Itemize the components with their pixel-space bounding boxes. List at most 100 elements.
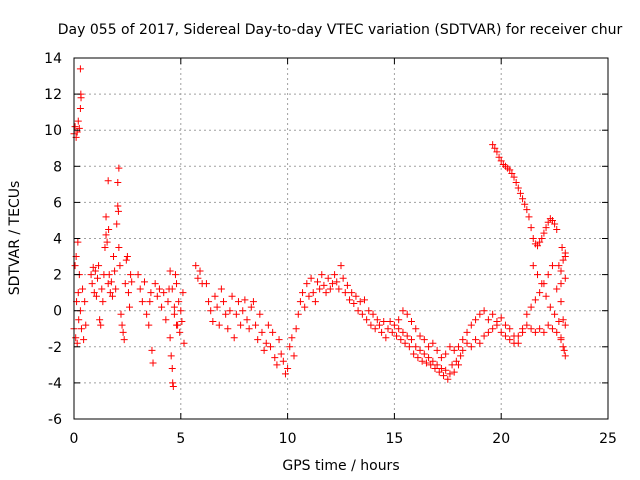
- data-point: [245, 325, 253, 333]
- data-point: [318, 271, 326, 279]
- data-point: [148, 346, 156, 354]
- data-point: [429, 357, 437, 365]
- data-point: [393, 332, 401, 340]
- data-point: [427, 361, 435, 369]
- data-point: [76, 105, 84, 113]
- axis-ticks: [73, 57, 609, 420]
- data-point: [514, 184, 522, 192]
- data-point: [380, 318, 388, 326]
- data-point: [348, 289, 356, 297]
- data-point: [311, 298, 319, 306]
- data-point: [116, 262, 124, 270]
- data-point: [145, 321, 153, 329]
- data-point: [459, 336, 467, 344]
- data-point: [140, 278, 148, 286]
- data-point: [192, 262, 200, 270]
- data-point: [105, 225, 113, 233]
- data-point: [288, 334, 296, 342]
- data-point: [480, 307, 488, 315]
- data-point: [103, 238, 111, 246]
- data-point: [256, 310, 264, 318]
- x-tick-labels: 0 5 10 15 20 25: [70, 431, 617, 447]
- data-point: [546, 303, 554, 311]
- data-point: [484, 316, 492, 324]
- data-point: [431, 364, 439, 372]
- y-tick-label: 12: [44, 87, 62, 103]
- data-point: [120, 336, 128, 344]
- data-point: [99, 298, 107, 306]
- data-point: [561, 253, 569, 261]
- data-point: [168, 285, 176, 293]
- data-point: [442, 366, 450, 374]
- data-point: [467, 321, 475, 329]
- data-point: [480, 332, 488, 340]
- data-point: [171, 271, 179, 279]
- data-point: [512, 179, 520, 187]
- data-point: [442, 350, 450, 358]
- data-point: [343, 281, 351, 289]
- data-point: [194, 274, 202, 282]
- data-point: [134, 271, 142, 279]
- data-point: [232, 310, 240, 318]
- data-point: [437, 354, 445, 362]
- data-point: [122, 256, 130, 264]
- data-point: [352, 292, 360, 300]
- data-point: [540, 328, 548, 336]
- data-point: [435, 368, 443, 376]
- data-point: [239, 307, 247, 315]
- y-axis-title: SDTVAR / TECUs: [7, 181, 23, 296]
- data-point: [454, 361, 462, 369]
- data-point: [252, 321, 260, 329]
- data-point: [519, 195, 527, 203]
- data-point: [542, 224, 550, 232]
- data-point: [166, 334, 174, 342]
- data-point: [540, 229, 548, 237]
- data-point: [457, 352, 465, 360]
- data-point: [491, 144, 499, 152]
- data-point: [160, 289, 168, 297]
- data-point: [373, 316, 381, 324]
- data-point: [73, 339, 81, 347]
- data-point: [433, 346, 441, 354]
- data-point: [175, 298, 183, 306]
- data-point: [320, 281, 328, 289]
- data-point: [314, 278, 322, 286]
- data-point: [553, 285, 561, 293]
- data-point: [416, 346, 424, 354]
- data-point: [399, 307, 407, 315]
- y-tick-label: 2: [53, 268, 62, 284]
- data-point: [196, 267, 204, 275]
- data-point: [260, 346, 268, 354]
- data-point: [501, 321, 509, 329]
- data-point: [326, 285, 334, 293]
- data-point: [290, 352, 298, 360]
- data-point: [104, 177, 112, 185]
- data-point: [514, 332, 522, 340]
- data-point: [412, 343, 420, 351]
- data-point: [422, 359, 430, 367]
- data-point: [523, 321, 531, 329]
- data-point: [463, 328, 471, 336]
- data-point: [418, 357, 426, 365]
- data-point: [531, 296, 539, 304]
- data-point: [243, 316, 251, 324]
- data-point: [102, 231, 110, 239]
- data-point: [527, 303, 535, 311]
- data-point: [234, 298, 242, 306]
- data-point: [378, 328, 386, 336]
- data-point: [495, 153, 503, 161]
- data-point: [173, 321, 181, 329]
- data-point: [476, 310, 484, 318]
- data-point: [169, 379, 177, 387]
- y-tick-labels: -6 -4 -2 0 2 4 6 8 10 12 14: [44, 51, 62, 428]
- data-point: [273, 361, 281, 369]
- data-point: [143, 310, 151, 318]
- data-point: [446, 343, 454, 351]
- data-point: [114, 207, 122, 215]
- data-point: [164, 298, 172, 306]
- data-point: [429, 339, 437, 347]
- data-point: [388, 328, 396, 336]
- data-point: [557, 336, 565, 344]
- data-point: [207, 307, 215, 315]
- data-point: [75, 316, 83, 324]
